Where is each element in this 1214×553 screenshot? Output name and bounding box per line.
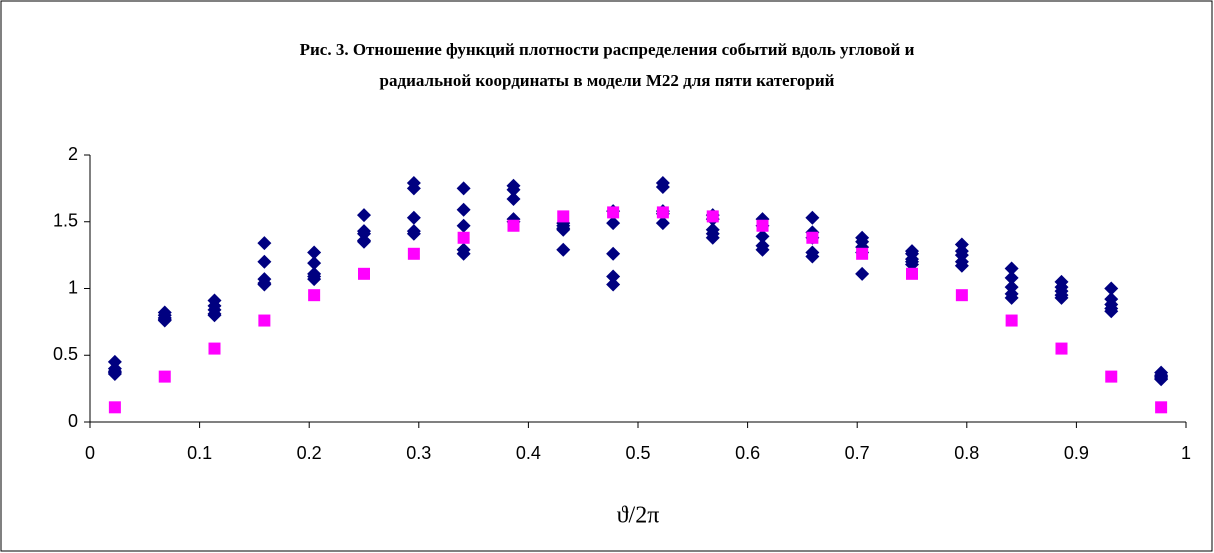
point [1104,281,1119,296]
point [656,206,669,219]
point [258,314,271,327]
point [655,180,670,195]
point [406,226,421,241]
point [606,277,621,292]
point [1055,342,1068,355]
x-tick-label: 0.1 [187,443,212,463]
x-tick-label: 0 [85,443,95,463]
point [855,266,870,281]
point [456,218,471,233]
point [606,269,621,284]
point [257,254,272,269]
point [706,210,719,223]
point [158,370,171,383]
y-tick-label: 1 [68,277,78,297]
point [557,210,570,223]
y-tick-label: 2 [68,144,78,164]
x-tick-label: 0.8 [954,443,979,463]
point [507,219,520,232]
point [1104,304,1119,319]
chart-title: радиальной координаты в модели M22 для п… [380,71,835,90]
point [1005,314,1018,327]
point [906,267,918,280]
point [954,258,969,273]
point [406,210,421,225]
x-tick-label: 0.6 [735,443,760,463]
point [456,181,471,196]
point [756,219,769,232]
point [157,313,172,328]
point [308,289,321,302]
point [506,192,521,207]
point [357,208,371,223]
point [556,222,571,237]
y-tick-label: 1.5 [53,211,78,231]
point [257,236,272,251]
point [357,234,371,249]
point [805,210,820,225]
point [1054,290,1069,305]
point [207,308,222,323]
point [456,202,471,217]
point [208,342,221,355]
point [1004,261,1019,276]
point [955,289,968,302]
x-tick-label: 0.4 [516,443,541,463]
point [456,246,471,261]
x-axis-label: ϑ/2π [617,503,660,529]
point [655,216,670,231]
point [407,247,420,260]
point [806,231,819,244]
point [307,272,322,287]
point [805,249,820,264]
x-tick-label: 0.5 [625,443,650,463]
x-tick-label: 0.7 [845,443,870,463]
point [755,229,770,244]
point [705,230,720,245]
x-tick-label: 0.3 [406,443,431,463]
point [108,401,121,414]
y-tick-label: 0 [68,411,78,431]
point [856,247,869,260]
point [755,242,770,257]
point [307,245,322,260]
point [457,231,470,244]
point [556,242,571,257]
y-tick-label: 0.5 [53,344,78,364]
point [307,256,322,271]
point [607,206,620,219]
point [506,182,521,197]
point [1004,270,1019,285]
point [358,267,370,280]
point [406,181,421,196]
point [606,216,621,231]
point [1004,290,1019,305]
point [1154,372,1169,387]
point [1105,370,1118,383]
x-tick-label: 0.9 [1064,443,1089,463]
point [1155,401,1168,414]
x-tick-label: 0.2 [297,443,322,463]
chart-title: Рис. 3. Отношение функций плотности расп… [300,40,915,59]
point [257,277,272,292]
point [606,246,621,261]
point [107,366,122,381]
x-tick-label: 1 [1181,443,1191,463]
